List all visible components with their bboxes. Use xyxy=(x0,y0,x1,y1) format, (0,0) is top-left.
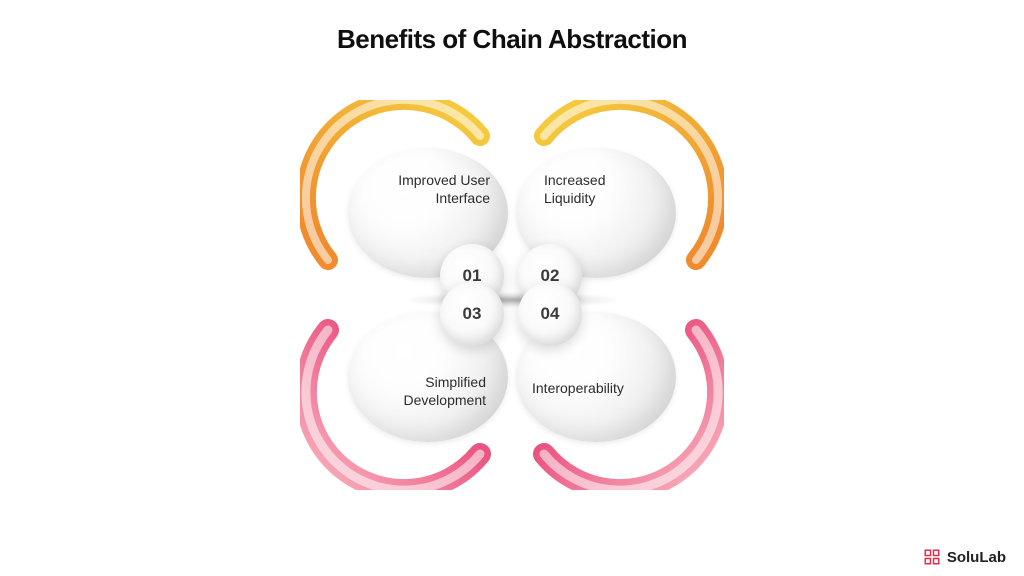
logo-text: SoluLab xyxy=(947,549,1006,566)
petal-3: 03 Simplified Development xyxy=(300,310,520,490)
petal-2-label-line2: Liquidity xyxy=(544,190,595,206)
petal-1-label-line1: Improved User xyxy=(398,172,490,188)
petal-3-number: 03 xyxy=(440,282,504,346)
brand-logo: SoluLab xyxy=(923,548,1006,566)
center-shadow xyxy=(402,292,622,308)
petal-1-label-line2: Interface xyxy=(436,190,490,206)
petal-4: 04 Interoperability xyxy=(504,310,724,490)
petal-3-label-line2: Development xyxy=(404,392,487,408)
petal-4-label-line1: Interoperability xyxy=(532,380,624,396)
logo-mark-icon xyxy=(923,548,941,566)
petal-2: Increased Liquidity 02 xyxy=(504,100,724,280)
petal-1-label: Improved User Interface xyxy=(370,172,490,207)
petal-2-label-line1: Increased xyxy=(544,172,605,188)
petal-1: Improved User Interface 01 xyxy=(300,100,520,280)
infographic-stage: Benefits of Chain Abstraction Improved U… xyxy=(0,0,1024,576)
petal-4-number: 04 xyxy=(518,282,582,346)
petal-4-label: Interoperability xyxy=(532,380,672,398)
petal-3-label: Simplified Development xyxy=(366,374,486,409)
petal-2-label: Increased Liquidity xyxy=(544,172,654,207)
petal-3-label-line1: Simplified xyxy=(425,374,486,390)
page-title: Benefits of Chain Abstraction xyxy=(0,24,1024,55)
